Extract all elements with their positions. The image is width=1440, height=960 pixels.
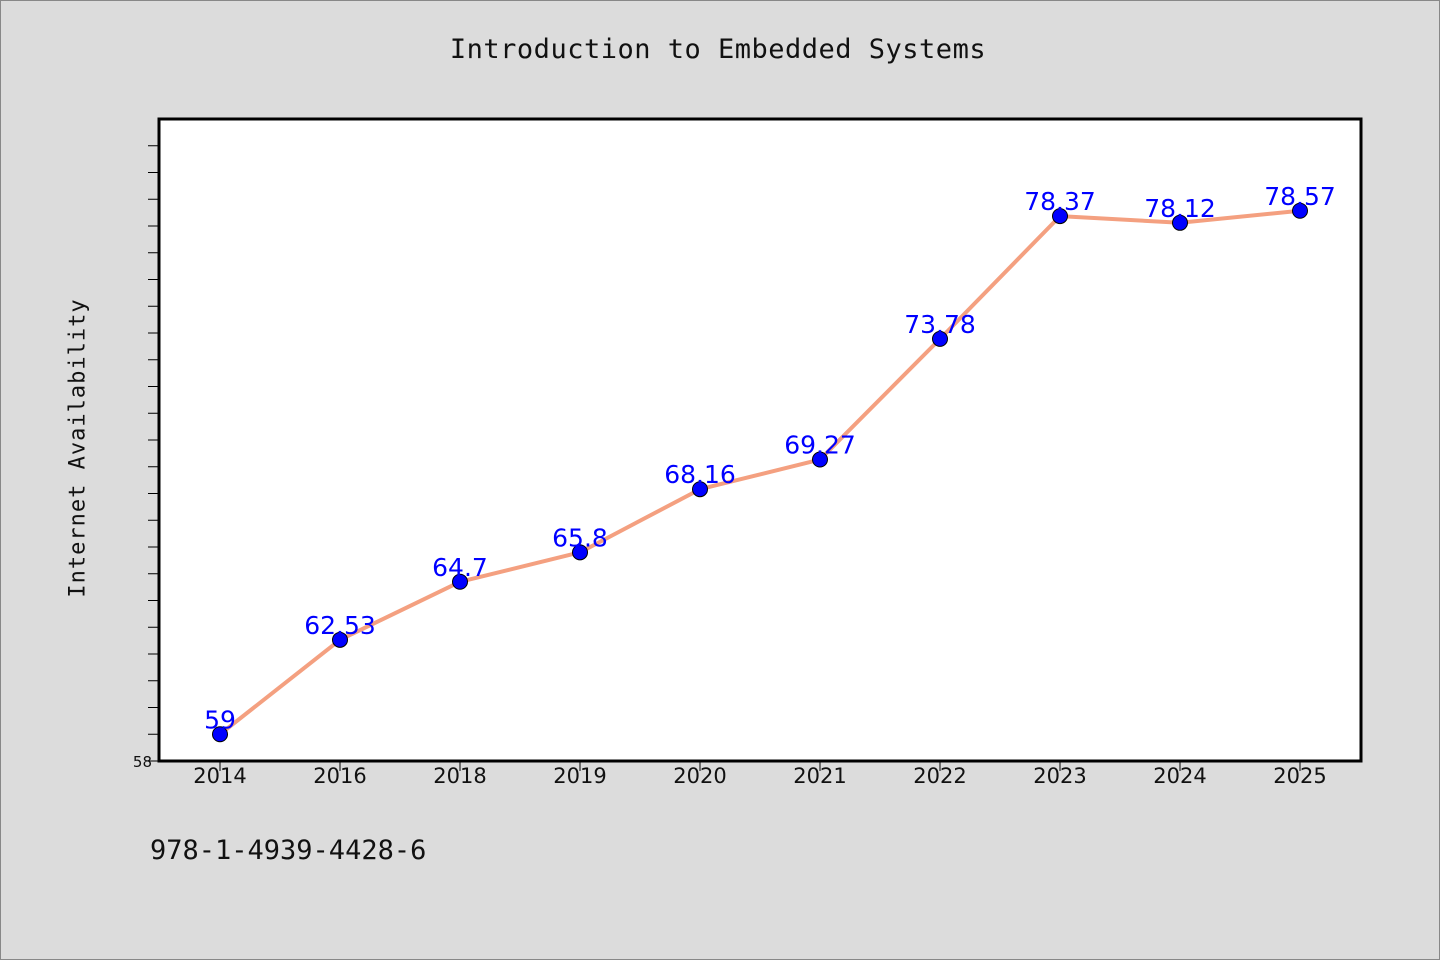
x-tick-label: 2021 — [793, 764, 846, 788]
data-point — [1292, 202, 1308, 219]
x-tick-label: 2020 — [673, 764, 726, 788]
data-point — [572, 544, 588, 561]
data-point — [452, 573, 468, 590]
data-label: 59 — [204, 705, 236, 734]
data-point — [332, 631, 348, 648]
x-tick-label: 2016 — [313, 764, 366, 788]
x-tick-label: 2018 — [433, 764, 486, 788]
data-point — [1052, 208, 1068, 225]
data-label: 73.78 — [904, 310, 976, 339]
plot-area — [157, 117, 1363, 763]
data-point — [932, 330, 948, 347]
data-label: 64.7 — [432, 553, 488, 582]
chart-title: Introduction to Embedded Systems — [449, 34, 987, 65]
x-tick-label: 2025 — [1273, 764, 1326, 788]
data-point — [812, 451, 828, 468]
x-tick-label: 2024 — [1153, 764, 1206, 788]
isbn-code: 978-1-4939-4428-6 — [150, 835, 427, 866]
x-tick-label: 2023 — [1033, 764, 1086, 788]
data-point — [692, 481, 708, 498]
data-label: 78.57 — [1264, 182, 1336, 211]
data-label: 78.12 — [1144, 194, 1216, 223]
series-layer — [212, 202, 1308, 743]
x-tick-label: 2022 — [913, 764, 966, 788]
x-tick-label: 2014 — [193, 764, 246, 788]
series-line — [218, 208, 1302, 737]
y-tick-label: 58 — [133, 753, 152, 771]
data-label: 68.16 — [664, 460, 736, 489]
data-labels-layer: 59 62.53 64.7 65.8 68.16 69.27 73.78 78.37 78.12… — [204, 182, 1336, 734]
data-label: 69.27 — [784, 431, 856, 460]
x-tick-label: 2019 — [553, 764, 606, 788]
data-point — [1172, 214, 1188, 231]
data-label: 65.8 — [552, 523, 608, 552]
x-axis-ticks: 2014 2016 2018 2019 2020 2021 2022 2023 2024 2025 — [193, 761, 1327, 788]
data-point — [212, 726, 228, 743]
data-label: 78.37 — [1024, 187, 1096, 216]
y-axis-ticks: 58 — [133, 145, 159, 771]
data-label: 62.53 — [304, 611, 376, 640]
